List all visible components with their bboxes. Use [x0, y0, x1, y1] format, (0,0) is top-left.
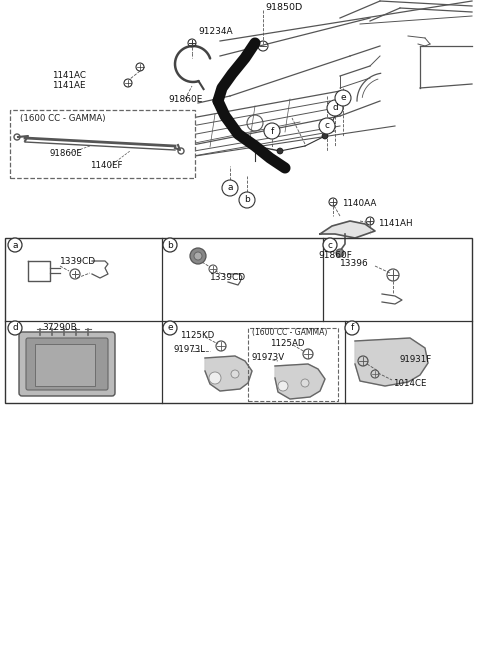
Circle shape [231, 370, 239, 378]
Circle shape [209, 372, 221, 384]
Text: 91860E: 91860E [168, 94, 203, 104]
Circle shape [277, 148, 283, 154]
Text: (1600 CC - GAMMA): (1600 CC - GAMMA) [20, 113, 106, 123]
Circle shape [322, 133, 328, 139]
Circle shape [190, 248, 206, 264]
Text: 91931F: 91931F [400, 356, 432, 365]
Circle shape [278, 381, 288, 391]
Text: f: f [350, 323, 354, 333]
Circle shape [264, 123, 280, 139]
Circle shape [8, 238, 22, 252]
Text: 91234A: 91234A [198, 28, 233, 37]
Circle shape [327, 100, 343, 116]
Text: 1014CE: 1014CE [393, 380, 427, 388]
Text: f: f [270, 127, 274, 136]
FancyBboxPatch shape [26, 338, 108, 390]
Text: 13396: 13396 [340, 260, 369, 268]
Polygon shape [320, 221, 375, 238]
Text: 1125KD: 1125KD [180, 331, 214, 340]
Circle shape [222, 180, 238, 196]
Text: d: d [332, 104, 338, 112]
Text: 1141AC: 1141AC [52, 70, 86, 79]
Circle shape [163, 321, 177, 335]
Text: 1339CD: 1339CD [210, 274, 246, 283]
Text: 91850D: 91850D [265, 3, 302, 12]
Text: b: b [167, 241, 173, 249]
Bar [5, 238, 472, 403]
Text: b: b [244, 195, 250, 205]
Text: 91973L: 91973L [173, 346, 205, 354]
Circle shape [345, 321, 359, 335]
Text: 91860E: 91860E [50, 148, 83, 157]
FancyBboxPatch shape [19, 332, 115, 396]
Text: d: d [12, 323, 18, 333]
Circle shape [8, 321, 22, 335]
Text: c: c [324, 121, 329, 131]
Circle shape [319, 118, 335, 134]
Circle shape [323, 238, 337, 252]
Bar [35, 344, 95, 386]
Text: 1125AD: 1125AD [270, 338, 304, 348]
Text: 91973V: 91973V [252, 354, 285, 363]
Circle shape [335, 90, 351, 106]
Text: 1339CD: 1339CD [60, 258, 96, 266]
Text: (1600 CC - GAMMA): (1600 CC - GAMMA) [252, 327, 327, 337]
Text: e: e [340, 94, 346, 102]
Circle shape [301, 379, 309, 387]
Text: 37290B: 37290B [42, 323, 77, 333]
Text: 1141AE: 1141AE [52, 81, 85, 89]
Text: 1141AH: 1141AH [378, 218, 413, 228]
Text: 91860F: 91860F [318, 251, 352, 260]
Text: a: a [227, 184, 233, 192]
Circle shape [194, 252, 202, 260]
Polygon shape [205, 356, 252, 391]
Circle shape [163, 238, 177, 252]
Text: 1140EF: 1140EF [90, 161, 122, 171]
Circle shape [336, 249, 344, 257]
Text: a: a [12, 241, 18, 249]
Text: e: e [167, 323, 173, 333]
Text: 1140AA: 1140AA [342, 199, 376, 207]
Polygon shape [355, 338, 428, 386]
Bar [248, 328, 338, 401]
Circle shape [239, 192, 255, 208]
Polygon shape [275, 364, 325, 399]
Text: c: c [327, 241, 333, 249]
Bar [10, 110, 195, 178]
